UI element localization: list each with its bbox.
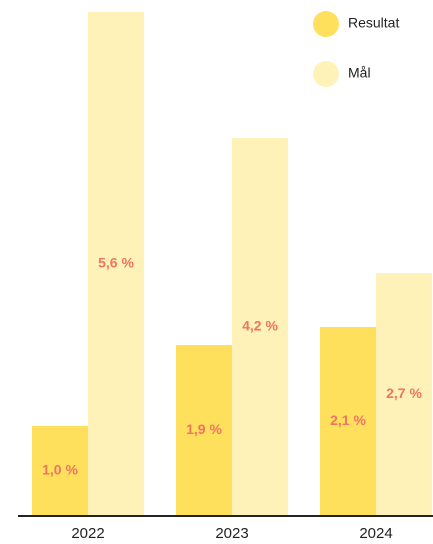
x-tick-label: 2022 [71, 525, 104, 542]
value-label: 1,0 % [42, 462, 78, 478]
bar [320, 327, 376, 516]
bar [88, 12, 144, 516]
bar [176, 345, 232, 516]
x-tick-label: 2024 [359, 525, 392, 542]
bar [376, 273, 432, 516]
value-label: 2,7 % [386, 385, 422, 401]
bar [232, 138, 288, 516]
value-label: 1,9 % [186, 421, 222, 437]
value-label: 4,2 % [242, 318, 278, 334]
x-tick-label: 2023 [215, 525, 248, 542]
value-label: 5,6 % [98, 255, 134, 271]
legend-label: Mål [348, 65, 371, 81]
legend-swatch [313, 61, 339, 87]
legend-label: Resultat [348, 15, 399, 31]
legend-swatch [313, 11, 339, 37]
bar [32, 426, 88, 516]
value-label: 2,1 % [330, 412, 366, 428]
